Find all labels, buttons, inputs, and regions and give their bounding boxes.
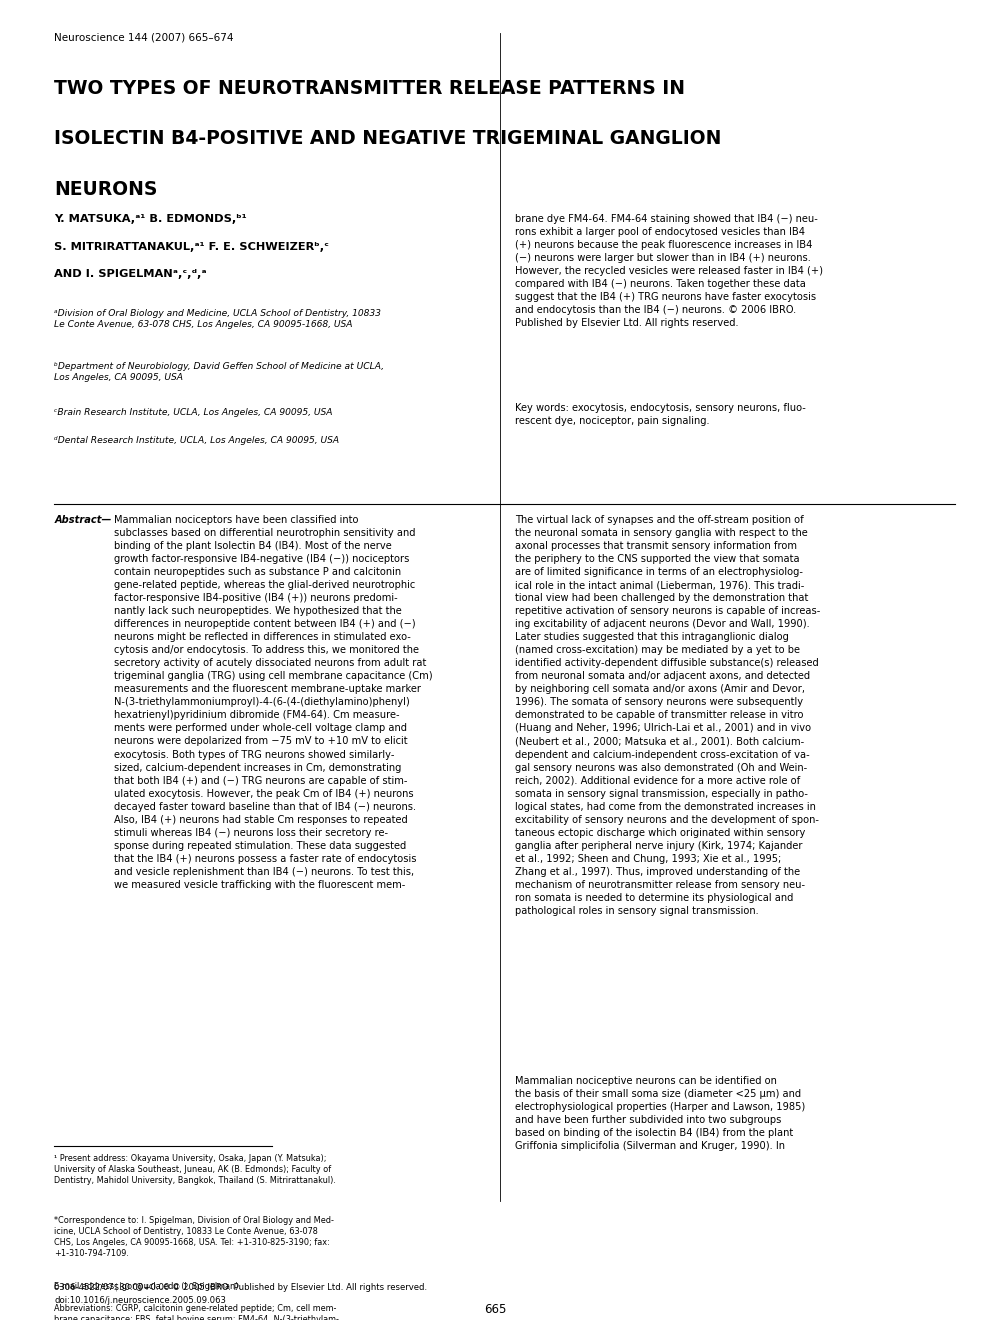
Text: Mammalian nociceptors have been classified into
subclasses based on differential: Mammalian nociceptors have been classifi…	[114, 515, 433, 890]
Text: E-mail address: igor@ucla.edu (I. Spigelman).: E-mail address: igor@ucla.edu (I. Spigel…	[54, 1282, 242, 1291]
Text: Abstract—: Abstract—	[54, 515, 112, 525]
Text: AND I. SPIGELMANᵃ,ᶜ,ᵈ,ᵃ: AND I. SPIGELMANᵃ,ᶜ,ᵈ,ᵃ	[54, 269, 207, 280]
Text: ᵇDepartment of Neurobiology, David Geffen School of Medicine at UCLA,
Los Angele: ᵇDepartment of Neurobiology, David Geffe…	[54, 362, 384, 381]
Text: ¹ Present address: Okayama University, Osaka, Japan (Y. Matsuka);
University of : ¹ Present address: Okayama University, O…	[54, 1154, 337, 1185]
Text: Y. MATSUKA,ᵃ¹ B. EDMONDS,ᵇ¹: Y. MATSUKA,ᵃ¹ B. EDMONDS,ᵇ¹	[54, 214, 248, 224]
Text: ISOLECTIN B4-POSITIVE AND NEGATIVE TRIGEMINAL GANGLION: ISOLECTIN B4-POSITIVE AND NEGATIVE TRIGE…	[54, 129, 722, 148]
Text: doi:10.1016/j.neuroscience.2005.09.063: doi:10.1016/j.neuroscience.2005.09.063	[54, 1296, 227, 1305]
Text: S. MITRIRATTANAKUL,ᵃ¹ F. E. SCHWEIZERᵇ,ᶜ: S. MITRIRATTANAKUL,ᵃ¹ F. E. SCHWEIZERᵇ,ᶜ	[54, 242, 330, 252]
Text: ᵈDental Research Institute, UCLA, Los Angeles, CA 90095, USA: ᵈDental Research Institute, UCLA, Los An…	[54, 436, 340, 445]
Text: *Correspondence to: I. Spigelman, Division of Oral Biology and Med-
icine, UCLA : *Correspondence to: I. Spigelman, Divisi…	[54, 1216, 335, 1258]
Text: 0306-4522/07$30.00+0.00 © 2005 IBRO. Published by Elsevier Ltd. All rights reser: 0306-4522/07$30.00+0.00 © 2005 IBRO. Pub…	[54, 1283, 428, 1292]
Text: Mammalian nociceptive neurons can be identified on
the basis of their small soma: Mammalian nociceptive neurons can be ide…	[515, 1076, 805, 1151]
Text: TWO TYPES OF NEUROTRANSMITTER RELEASE PATTERNS IN: TWO TYPES OF NEUROTRANSMITTER RELEASE PA…	[54, 79, 685, 98]
Text: ᶜBrain Research Institute, UCLA, Los Angeles, CA 90095, USA: ᶜBrain Research Institute, UCLA, Los Ang…	[54, 408, 333, 417]
Text: brane dye FM4-64. FM4-64 staining showed that IB4 (−) neu-
rons exhibit a larger: brane dye FM4-64. FM4-64 staining showed…	[515, 214, 823, 329]
Text: Abbreviations: CGRP, calcitonin gene-related peptide; Cm, cell mem-
brane capaci: Abbreviations: CGRP, calcitonin gene-rel…	[54, 1304, 346, 1320]
Text: Key words: exocytosis, endocytosis, sensory neurons, fluo-
rescent dye, nocicept: Key words: exocytosis, endocytosis, sens…	[515, 403, 806, 425]
Text: Neuroscience 144 (2007) 665–674: Neuroscience 144 (2007) 665–674	[54, 33, 234, 44]
Text: NEURONS: NEURONS	[54, 180, 157, 198]
Text: ᵃDivision of Oral Biology and Medicine, UCLA School of Dentistry, 10833
Le Conte: ᵃDivision of Oral Biology and Medicine, …	[54, 309, 381, 329]
Text: 665: 665	[484, 1303, 506, 1316]
Text: The virtual lack of synapses and the off-stream position of
the neuronal somata : The virtual lack of synapses and the off…	[515, 515, 820, 916]
